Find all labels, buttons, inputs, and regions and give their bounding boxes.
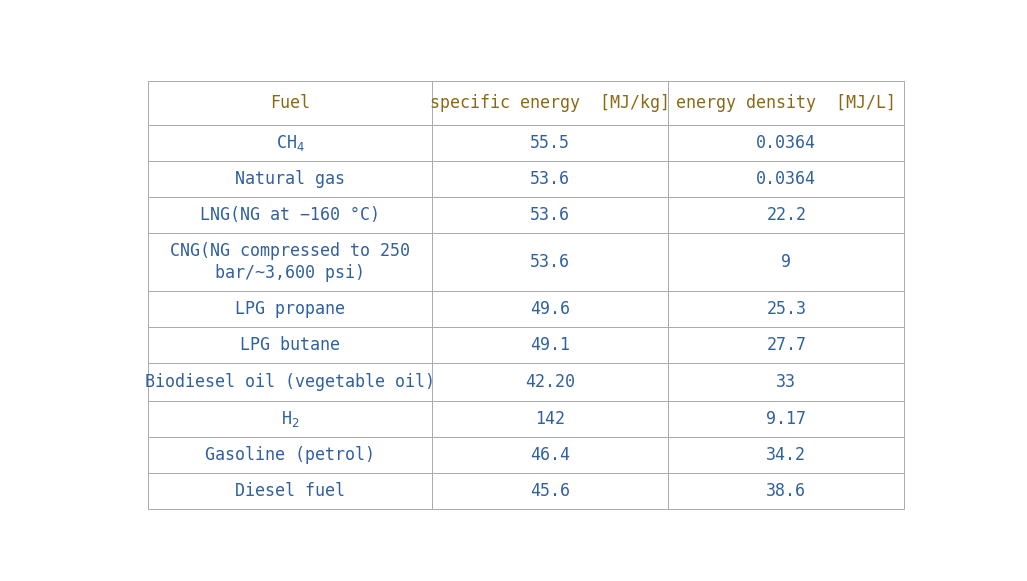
Bar xyxy=(431,473,669,509)
Text: 49.6: 49.6 xyxy=(530,300,570,318)
Bar xyxy=(669,327,905,363)
Bar xyxy=(431,81,669,125)
Bar xyxy=(431,401,669,437)
Bar xyxy=(148,437,431,473)
Bar xyxy=(669,234,905,291)
Bar xyxy=(431,327,669,363)
Text: 0.0364: 0.0364 xyxy=(756,170,816,188)
Text: 25.3: 25.3 xyxy=(766,300,806,318)
Bar xyxy=(669,291,905,327)
Text: 53.6: 53.6 xyxy=(530,206,570,224)
Bar xyxy=(431,291,669,327)
Bar xyxy=(669,401,905,437)
Text: 9.17: 9.17 xyxy=(766,410,806,428)
Bar xyxy=(148,363,431,401)
Bar xyxy=(148,162,431,198)
Text: Gasoline (petrol): Gasoline (petrol) xyxy=(205,446,375,464)
Text: 38.6: 38.6 xyxy=(766,482,806,500)
Bar xyxy=(431,162,669,198)
Bar xyxy=(148,473,431,509)
Bar xyxy=(669,437,905,473)
Bar xyxy=(431,234,669,291)
Text: 53.6: 53.6 xyxy=(530,170,570,188)
Bar xyxy=(148,198,431,234)
Text: 46.4: 46.4 xyxy=(530,446,570,464)
Bar xyxy=(431,437,669,473)
Text: 22.2: 22.2 xyxy=(766,206,806,224)
Bar xyxy=(148,234,431,291)
Text: CNG(NG compressed to 250
bar/~3,600 psi): CNG(NG compressed to 250 bar/~3,600 psi) xyxy=(170,242,410,282)
Bar xyxy=(148,125,431,162)
Text: 142: 142 xyxy=(535,410,565,428)
Bar xyxy=(431,363,669,401)
Text: 53.6: 53.6 xyxy=(530,253,570,271)
Bar xyxy=(148,81,431,125)
Bar xyxy=(669,125,905,162)
Bar xyxy=(669,363,905,401)
Bar xyxy=(148,291,431,327)
Text: H$_2$: H$_2$ xyxy=(280,409,299,429)
Text: CH$_4$: CH$_4$ xyxy=(275,134,304,153)
Text: 27.7: 27.7 xyxy=(766,336,806,354)
Text: 0.0364: 0.0364 xyxy=(756,134,816,152)
Text: energy density  [MJ/L]: energy density [MJ/L] xyxy=(676,94,897,112)
Text: LPG propane: LPG propane xyxy=(235,300,345,318)
Bar xyxy=(148,327,431,363)
Text: 33: 33 xyxy=(776,373,796,391)
Text: LNG(NG at −160 °C): LNG(NG at −160 °C) xyxy=(200,206,380,224)
Bar xyxy=(669,473,905,509)
Text: LPG butane: LPG butane xyxy=(240,336,340,354)
Text: Biodiesel oil (vegetable oil): Biodiesel oil (vegetable oil) xyxy=(145,373,435,391)
Text: 55.5: 55.5 xyxy=(530,134,570,152)
Bar xyxy=(148,401,431,437)
Text: 45.6: 45.6 xyxy=(530,482,570,500)
Text: 34.2: 34.2 xyxy=(766,446,806,464)
Text: 9: 9 xyxy=(782,253,791,271)
Bar xyxy=(431,125,669,162)
Text: Diesel fuel: Diesel fuel xyxy=(235,482,345,500)
Text: 49.1: 49.1 xyxy=(530,336,570,354)
Bar xyxy=(669,81,905,125)
Text: 42.20: 42.20 xyxy=(525,373,575,391)
Text: Fuel: Fuel xyxy=(270,94,310,112)
Text: Natural gas: Natural gas xyxy=(235,170,345,188)
Bar xyxy=(669,162,905,198)
Bar xyxy=(431,198,669,234)
Bar xyxy=(669,198,905,234)
Text: specific energy  [MJ/kg]: specific energy [MJ/kg] xyxy=(430,94,670,112)
